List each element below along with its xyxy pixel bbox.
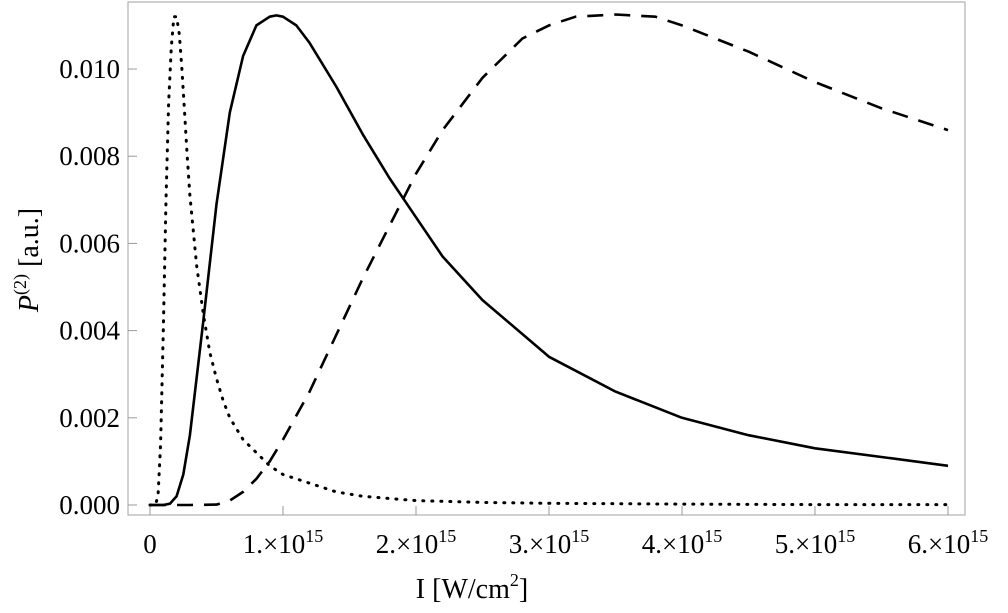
x-tick-label: 3.×1015 [509,526,589,559]
x-axis-title: I [W/cm2] [416,570,528,605]
axes: 0 1.×1015 2.×1015 3.×1015 4.×1015 5.×1015 6.×1… [59,54,988,559]
series-line-solid [150,14,949,507]
series-line-dashed [150,13,949,507]
y-axis-title: P(2) [a.u.] [10,208,45,313]
y-tick-label: 0.004 [59,316,120,346]
series-group [148,13,950,507]
y-tick-label: 0.010 [59,54,120,84]
series-line-dotted [148,15,950,507]
x-tick-label: 4.×1015 [642,526,722,559]
x-tick-label: 6.×1015 [908,526,988,559]
y-tick-label: 0.006 [59,228,120,258]
y-tick-label: 0.000 [59,490,120,520]
plot-frame [127,1,966,516]
y-tick-label: 0.008 [59,141,120,171]
x-tick-label: 1.×1015 [243,526,323,559]
y-tick-label: 0.002 [59,403,120,433]
x-tick-label: 2.×1015 [376,526,456,559]
x-tick-label: 0 [143,529,157,559]
x-tick-label: 5.×1015 [775,526,855,559]
